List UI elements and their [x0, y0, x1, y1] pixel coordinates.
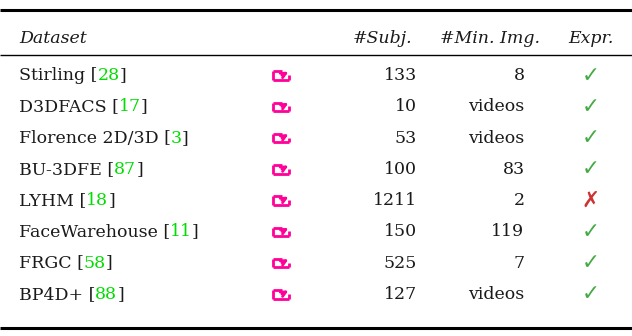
Text: Expr.: Expr. — [568, 30, 614, 47]
Text: 7: 7 — [513, 255, 525, 271]
Text: LYHM [: LYHM [ — [19, 192, 86, 209]
Text: Stirling [: Stirling [ — [19, 67, 97, 84]
Text: 53: 53 — [395, 130, 417, 146]
Text: ✓: ✓ — [582, 66, 600, 86]
Text: 100: 100 — [384, 161, 417, 178]
Text: 18: 18 — [86, 192, 108, 209]
Text: ]: ] — [141, 98, 148, 115]
Text: 150: 150 — [384, 223, 417, 240]
Text: BU-3DFE [: BU-3DFE [ — [19, 161, 114, 178]
Text: 1211: 1211 — [373, 192, 417, 209]
Text: 2: 2 — [513, 192, 525, 209]
Text: 88: 88 — [95, 286, 118, 303]
Text: ]: ] — [108, 192, 115, 209]
Text: ✓: ✓ — [582, 253, 600, 273]
Text: 28: 28 — [97, 67, 119, 84]
Text: 3: 3 — [171, 130, 182, 146]
Text: ]: ] — [137, 161, 143, 178]
Text: 127: 127 — [384, 286, 417, 303]
Text: ✓: ✓ — [582, 284, 600, 304]
Text: ✗: ✗ — [582, 191, 600, 211]
Text: D3DFACS [: D3DFACS [ — [19, 98, 119, 115]
Text: #Subj.: #Subj. — [353, 30, 412, 47]
Text: videos: videos — [468, 98, 525, 115]
Text: 58: 58 — [84, 255, 106, 271]
Text: Dataset: Dataset — [19, 30, 87, 47]
Text: ✓: ✓ — [582, 159, 600, 179]
Text: ]: ] — [182, 130, 189, 146]
Text: videos: videos — [468, 130, 525, 146]
Text: 525: 525 — [384, 255, 417, 271]
Text: 87: 87 — [114, 161, 137, 178]
Text: 8: 8 — [514, 67, 525, 84]
Text: 17: 17 — [119, 98, 141, 115]
Text: ]: ] — [106, 255, 112, 271]
Text: ]: ] — [118, 286, 124, 303]
Text: ]: ] — [119, 67, 126, 84]
Text: ✓: ✓ — [582, 222, 600, 242]
Text: 83: 83 — [502, 161, 525, 178]
Text: ✓: ✓ — [582, 97, 600, 117]
Text: 11: 11 — [170, 223, 192, 240]
Text: ✓: ✓ — [582, 128, 600, 148]
Text: #Min. Img.: #Min. Img. — [440, 30, 540, 47]
Text: 10: 10 — [395, 98, 417, 115]
Text: Florence 2D/3D [: Florence 2D/3D [ — [19, 130, 171, 146]
Text: BP4D+ [: BP4D+ [ — [19, 286, 95, 303]
Text: 119: 119 — [492, 223, 525, 240]
Text: FaceWarehouse [: FaceWarehouse [ — [19, 223, 170, 240]
Text: 133: 133 — [384, 67, 417, 84]
Text: ]: ] — [192, 223, 199, 240]
Text: FRGC [: FRGC [ — [19, 255, 84, 271]
Text: videos: videos — [468, 286, 525, 303]
